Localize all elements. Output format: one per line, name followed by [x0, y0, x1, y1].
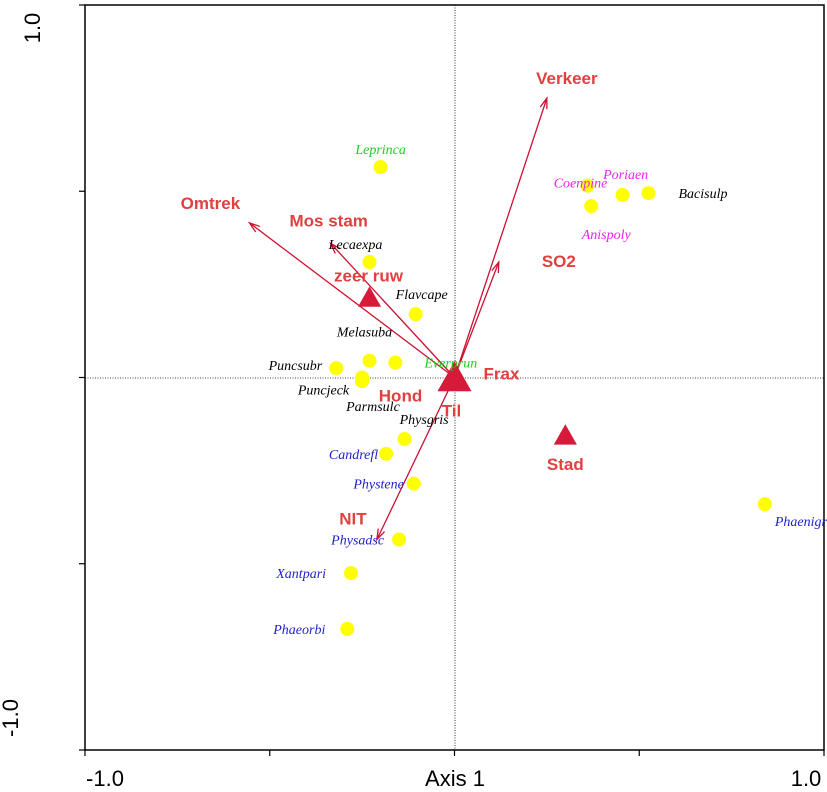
class-label-stad: Stad: [547, 455, 584, 474]
point-phystene: [406, 476, 421, 491]
label-physadsc: Physadsc: [330, 534, 385, 549]
point-poriaen: [615, 187, 630, 202]
env-class-markers: [357, 286, 577, 445]
label-flavcape: Flavcape: [395, 288, 448, 303]
env-label-nit: NIT: [339, 510, 367, 529]
x-tick-label-min: -1.0: [86, 766, 124, 791]
arrow-mos-stam: [329, 241, 455, 378]
point-physadsc: [392, 532, 407, 547]
point-melasuba: [362, 353, 377, 368]
species-points: [329, 160, 772, 636]
point-phaeorbi: [340, 621, 355, 636]
label-physgris: Physgris: [399, 413, 450, 428]
y-tick-label-max: 1.0: [20, 13, 45, 44]
class-label-zeer-ruw: zeer ruw: [334, 266, 404, 285]
arrow-verkeer: [453, 96, 548, 378]
label-candrefl: Candrefl: [329, 448, 378, 463]
label-poriaen: Poriaen: [602, 168, 648, 183]
label-lecaexpa: Lecaexpa: [328, 238, 383, 253]
point-anispoly: [584, 199, 599, 214]
label-phaenigr: Phaenigr: [774, 515, 827, 530]
point-physgris: [397, 431, 412, 446]
label-anispoly: Anispoly: [581, 228, 632, 243]
marker-zeer-ruw: [357, 286, 382, 307]
env-label-so2: SO2: [542, 252, 576, 271]
point-candrefl: [379, 446, 394, 461]
point-everprun: [388, 355, 403, 370]
point-parmsulc: [355, 374, 370, 389]
point-bacisulp: [641, 186, 656, 201]
class-label-hond: Hond: [379, 387, 422, 406]
label-phystene: Phystene: [352, 478, 404, 493]
x-axis-title: Axis 1: [425, 766, 485, 791]
label-puncjeck: Puncjeck: [297, 384, 350, 399]
label-puncsubr: Puncsubr: [268, 359, 323, 374]
marker-stad: [553, 424, 577, 445]
label-coenpine: Coenpine: [554, 177, 608, 192]
arrow-so2: [453, 260, 500, 378]
label-leprinca: Leprinca: [354, 143, 406, 158]
label-parmsulc: Parmsulc: [345, 400, 400, 415]
label-phaeorbi: Phaeorbi: [272, 623, 325, 638]
point-puncsubr: [329, 361, 344, 376]
class-label-frax: Frax: [484, 365, 520, 384]
arrow-nit: [376, 377, 456, 542]
class-label-til: Til: [442, 402, 462, 421]
label-melasuba: Melasuba: [336, 326, 392, 341]
env-label-verkeer: Verkeer: [536, 69, 598, 88]
axis-ticks: [79, 4, 825, 756]
env-label-omtrek: Omtrek: [181, 194, 241, 213]
label-everprun: Everprun: [423, 357, 477, 372]
y-tick-label-min: -1.0: [0, 699, 23, 737]
env-label-mos-stam: Mos stam: [290, 211, 368, 230]
point-phaenigr: [757, 497, 772, 512]
point-leprinca: [373, 160, 388, 175]
point-xantpari: [344, 566, 359, 581]
point-flavcape: [408, 307, 423, 322]
label-xantpari: Xantpari: [275, 567, 326, 582]
env-vector-arrows: [247, 96, 548, 542]
label-bacisulp: Bacisulp: [678, 187, 727, 202]
point-coenpine: [580, 178, 595, 193]
x-tick-label-max: 1.0: [791, 766, 822, 791]
point-lecaexpa: [362, 255, 377, 270]
arrow-omtrek: [247, 221, 455, 379]
marker-til: [437, 361, 472, 392]
